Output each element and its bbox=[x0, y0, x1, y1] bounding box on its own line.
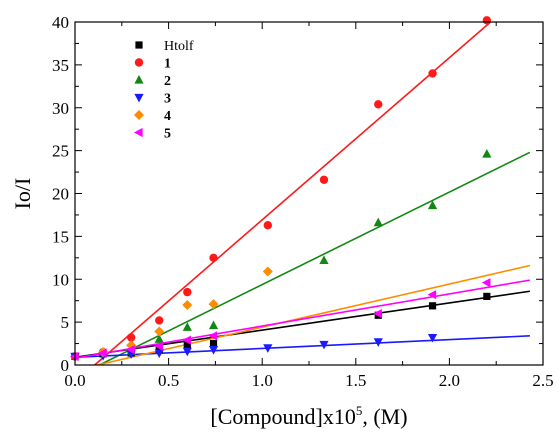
x-axis: 0.0 0.5 1.0 1.5 2.0 2.5 bbox=[64, 22, 554, 390]
series-1-point bbox=[482, 16, 492, 25]
y-tick-label: 5 bbox=[61, 313, 70, 332]
series-3-point bbox=[427, 333, 438, 343]
series-5-fit-line bbox=[75, 279, 531, 359]
x-tick-label: 2.5 bbox=[532, 371, 553, 390]
series-2-point bbox=[182, 322, 192, 331]
series-2-point bbox=[373, 217, 383, 227]
x-tick-label: 2.0 bbox=[439, 371, 460, 390]
series-5-point bbox=[126, 344, 135, 355]
series-1-point bbox=[126, 333, 136, 342]
series-htolf-legend-marker bbox=[135, 41, 143, 49]
series-5-legend-marker bbox=[134, 127, 143, 138]
series-1-fit-line bbox=[94, 22, 492, 365]
y-tick-label: 0 bbox=[61, 356, 70, 375]
series-5-point bbox=[154, 341, 163, 351]
series-5-point bbox=[208, 331, 218, 341]
series-htolf-point bbox=[428, 302, 437, 310]
y-tick-label: 35 bbox=[52, 56, 69, 75]
y-tick-label: 10 bbox=[52, 270, 69, 289]
series-2-point bbox=[482, 149, 492, 158]
series-3-legend-label: 3 bbox=[164, 92, 171, 107]
series-1-legend-label: 1 bbox=[164, 57, 171, 72]
x-axis-title-exponent: 5 bbox=[356, 403, 363, 418]
y-tick-label: 40 bbox=[52, 13, 69, 32]
y-axis-title: Io/I bbox=[10, 178, 35, 210]
series-3-fit-line bbox=[75, 335, 530, 359]
series-1-point bbox=[209, 253, 218, 263]
series-4-fit-line bbox=[97, 264, 531, 365]
series-3-legend-marker bbox=[134, 93, 144, 103]
series-2-point bbox=[319, 255, 329, 264]
series-1-point bbox=[155, 316, 164, 325]
series-2-fit-line bbox=[98, 151, 531, 365]
series-3-point bbox=[373, 338, 383, 347]
series-3-point bbox=[319, 340, 329, 350]
series-htolf-point bbox=[209, 339, 218, 348]
x-tick-label: 0.5 bbox=[158, 371, 179, 390]
series-5-point bbox=[373, 308, 382, 319]
y-tick-label: 30 bbox=[52, 99, 69, 118]
series-4-point bbox=[154, 326, 165, 337]
x-axis-title: [Compound]x105, (M) bbox=[210, 403, 407, 429]
series-2-point bbox=[154, 334, 164, 343]
series-4-legend-marker bbox=[134, 110, 144, 120]
series-1-point bbox=[183, 287, 192, 297]
series-3-point bbox=[154, 349, 164, 358]
series-2-legend-marker bbox=[134, 75, 144, 84]
plot-frame bbox=[74, 21, 544, 366]
series-3-point bbox=[263, 344, 273, 353]
x-tick-label: 1.5 bbox=[345, 371, 366, 390]
x-axis-title-main: [Compound]x10 bbox=[210, 404, 355, 429]
series-1-point bbox=[374, 100, 383, 109]
y-tick-label: 20 bbox=[52, 185, 69, 204]
series-5-point bbox=[182, 335, 191, 345]
series-1-point bbox=[319, 175, 329, 184]
x-tick-label: 0.0 bbox=[64, 371, 85, 390]
series-4-point bbox=[262, 266, 273, 277]
legend: Htolf 1 2 3 4 5 bbox=[134, 39, 194, 142]
y-tick-label: 15 bbox=[52, 227, 69, 246]
series-5-point bbox=[427, 290, 437, 300]
data-points bbox=[70, 16, 492, 362]
series-3-point bbox=[182, 347, 192, 357]
x-axis-title-suffix: , (M) bbox=[362, 404, 407, 429]
series-3-point bbox=[208, 345, 219, 355]
series-htolf-fit-line bbox=[75, 290, 531, 359]
series-5-point bbox=[70, 351, 79, 362]
series-htolf-legend-label: Htolf bbox=[164, 39, 194, 54]
y-tick-label: 25 bbox=[52, 142, 69, 161]
series-htolf-point bbox=[483, 292, 491, 300]
series-1-legend-marker bbox=[134, 58, 144, 67]
series-2-point bbox=[208, 320, 219, 330]
series-2-legend-label: 2 bbox=[164, 74, 171, 89]
series-5-point bbox=[481, 278, 491, 288]
series-4-point bbox=[208, 299, 219, 310]
fit-lines bbox=[75, 22, 531, 365]
series-4-point bbox=[182, 299, 193, 310]
series-4-legend-label: 4 bbox=[164, 109, 171, 124]
series-5-legend-label: 5 bbox=[164, 127, 171, 142]
series-2-point bbox=[427, 200, 438, 210]
series-htolf-point bbox=[183, 341, 191, 349]
series-1-point bbox=[263, 221, 273, 230]
series-1-point bbox=[428, 69, 437, 78]
series-5-point bbox=[98, 348, 107, 358]
x-tick-label: 1.0 bbox=[252, 371, 273, 390]
